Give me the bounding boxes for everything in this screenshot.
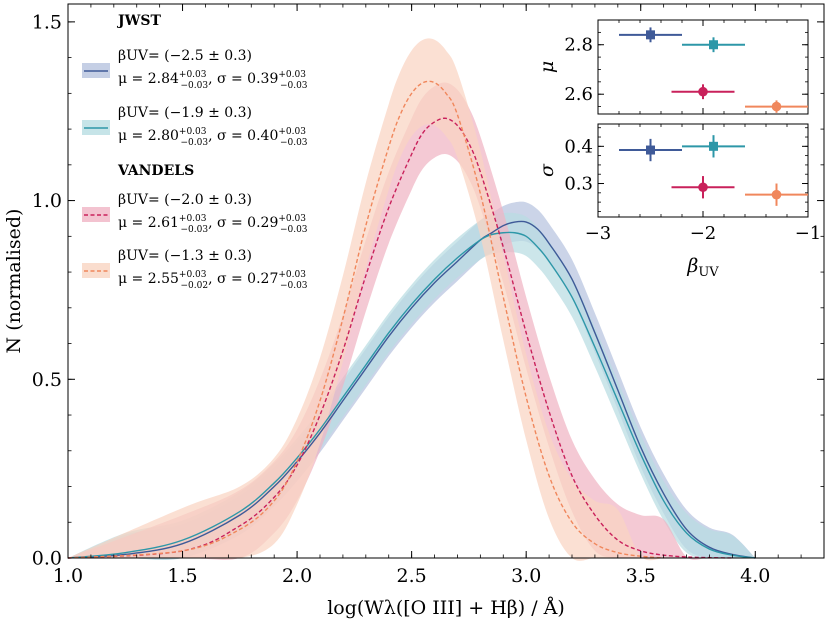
x-tick-label: 3.5 bbox=[626, 565, 656, 587]
legend-sigma-err-down: −0.03 bbox=[280, 281, 308, 291]
x-tick-label: 4.0 bbox=[740, 565, 770, 587]
legend-sigma-err-down: −0.03 bbox=[280, 81, 308, 91]
inset-x-tick-label: −2 bbox=[690, 223, 717, 244]
legend-sigma-err-up: +0.03 bbox=[278, 127, 306, 137]
series-line-2 bbox=[67, 117, 733, 559]
legend-params-2: μ = 2.61+0.03 −0.03, σ = 0.29+0.03 −0.03 bbox=[118, 214, 308, 235]
inset-y-tick-label: 2.8 bbox=[564, 35, 593, 56]
legend-sigma-err-up: +0.03 bbox=[278, 70, 306, 80]
y-tick-label: 1.0 bbox=[32, 190, 62, 212]
series-band-3 bbox=[68, 38, 664, 561]
legend-mu: μ = 2.80 bbox=[118, 128, 179, 144]
legend-group-jwst: JWST bbox=[116, 13, 161, 29]
inset-y-label-bottom: σ bbox=[536, 163, 558, 177]
legend-params-0: μ = 2.84+0.03 −0.03, σ = 0.39+0.03 −0.03 bbox=[118, 70, 308, 91]
y-axis-label: N (normalised) bbox=[3, 209, 25, 354]
inset-marker-bottom-0 bbox=[646, 145, 655, 155]
legend-sigma: , σ = 0.39 bbox=[208, 71, 278, 87]
x-tick-label: 1.5 bbox=[167, 565, 197, 587]
legend-sigma-err-up: +0.03 bbox=[278, 270, 306, 280]
legend-beta-3: βUV= (−1.3 ± 0.3) bbox=[118, 248, 252, 264]
legend-beta-1: βUV= (−1.9 ± 0.3) bbox=[118, 105, 252, 121]
main-plot: 1.0 1.5 2.0 2.5 3.0 3.5 4.0 0.0 0.5 1.0 1.5 log(Wλ(… bbox=[3, 3, 825, 619]
inset-y-label-top: μ bbox=[536, 61, 558, 73]
legend-mu-err-up: +0.03 bbox=[179, 70, 207, 80]
legend-mu-err-down: −0.02 bbox=[181, 281, 209, 291]
series-line-0 bbox=[67, 220, 756, 559]
legend-beta-0: βUV= (−2.5 ± 0.3) bbox=[118, 48, 252, 64]
inset-x-label: βUV bbox=[686, 255, 719, 280]
legend-mu-err-down: −0.03 bbox=[181, 81, 209, 91]
inset-x-tick-label: −1 bbox=[795, 223, 822, 244]
y-tick-label: 1.5 bbox=[32, 11, 62, 33]
legend-mu: μ = 2.55 bbox=[118, 271, 179, 287]
inset-plot: 2.6 2.8 μ 0.3 0.4 σ −3 −2 −1 βUV bbox=[536, 19, 822, 280]
legend-mu-err-up: +0.03 bbox=[179, 127, 207, 137]
inset-x-label-beta: β bbox=[686, 255, 698, 277]
legend-swatch-3 bbox=[82, 263, 110, 278]
inset-marker-top-2 bbox=[698, 86, 708, 97]
x-axis-label: log(Wλ([O III] + Hβ) / Å) bbox=[327, 597, 565, 619]
x-tick-label: 3.0 bbox=[511, 565, 541, 587]
inset-x-tick-label: −3 bbox=[585, 223, 612, 244]
inset-marker-top-3 bbox=[771, 101, 782, 112]
legend-sigma-err-up: +0.03 bbox=[278, 214, 306, 224]
legend-group-vandels: VANDELS bbox=[117, 163, 194, 179]
inset-frame-bottom bbox=[597, 123, 809, 218]
legend-sigma-err-down: −0.03 bbox=[280, 138, 308, 148]
legend-mu: μ = 2.84 bbox=[118, 71, 179, 87]
series-band-0 bbox=[68, 201, 756, 560]
x-tick-label: 2.5 bbox=[397, 565, 427, 587]
inset-marker-bottom-2 bbox=[698, 182, 708, 193]
legend-sigma: , σ = 0.27 bbox=[208, 271, 278, 287]
y-tick-label: 0.0 bbox=[32, 548, 62, 570]
inset-marker-bottom-1 bbox=[709, 141, 718, 151]
plot-frame bbox=[67, 3, 825, 559]
legend-mu: μ = 2.61 bbox=[118, 215, 179, 231]
legend-params-1: μ = 2.80+0.03 −0.03, σ = 0.40+0.03 −0.03 bbox=[118, 127, 308, 148]
legend-sigma-err-down: −0.03 bbox=[280, 225, 308, 235]
x-tick-label: 1.0 bbox=[53, 565, 83, 587]
inset-y-tick-label: 0.4 bbox=[564, 136, 593, 157]
inset-marker-bottom-3 bbox=[771, 189, 782, 200]
legend-mu-err-up: +0.03 bbox=[179, 214, 207, 224]
legend-params-3: μ = 2.55+0.03 −0.02, σ = 0.27+0.03 −0.03 bbox=[118, 270, 308, 291]
inset-marker-top-1 bbox=[709, 40, 718, 50]
legend-beta-2: βUV= (−2.0 ± 0.3) bbox=[118, 192, 252, 208]
legend-mu-err-down: −0.03 bbox=[181, 225, 209, 235]
series-line-1 bbox=[67, 231, 756, 559]
inset-y-tick-label: 0.3 bbox=[564, 174, 593, 195]
inset-marker-top-0 bbox=[646, 30, 655, 40]
inset-x-label-sub: UV bbox=[698, 265, 719, 280]
legend-sigma: , σ = 0.29 bbox=[208, 215, 278, 231]
series-band-2 bbox=[68, 82, 733, 560]
legend-mu-err-down: −0.03 bbox=[181, 138, 209, 148]
legend-sigma: , σ = 0.40 bbox=[208, 128, 278, 144]
inset-y-tick-label: 2.6 bbox=[564, 84, 593, 105]
legend-mu-err-up: +0.03 bbox=[179, 270, 207, 280]
legend-swatch-2 bbox=[82, 207, 110, 222]
series-band-1 bbox=[68, 212, 756, 560]
y-tick-label: 0.5 bbox=[32, 369, 62, 391]
x-tick-label: 2.0 bbox=[282, 565, 312, 587]
